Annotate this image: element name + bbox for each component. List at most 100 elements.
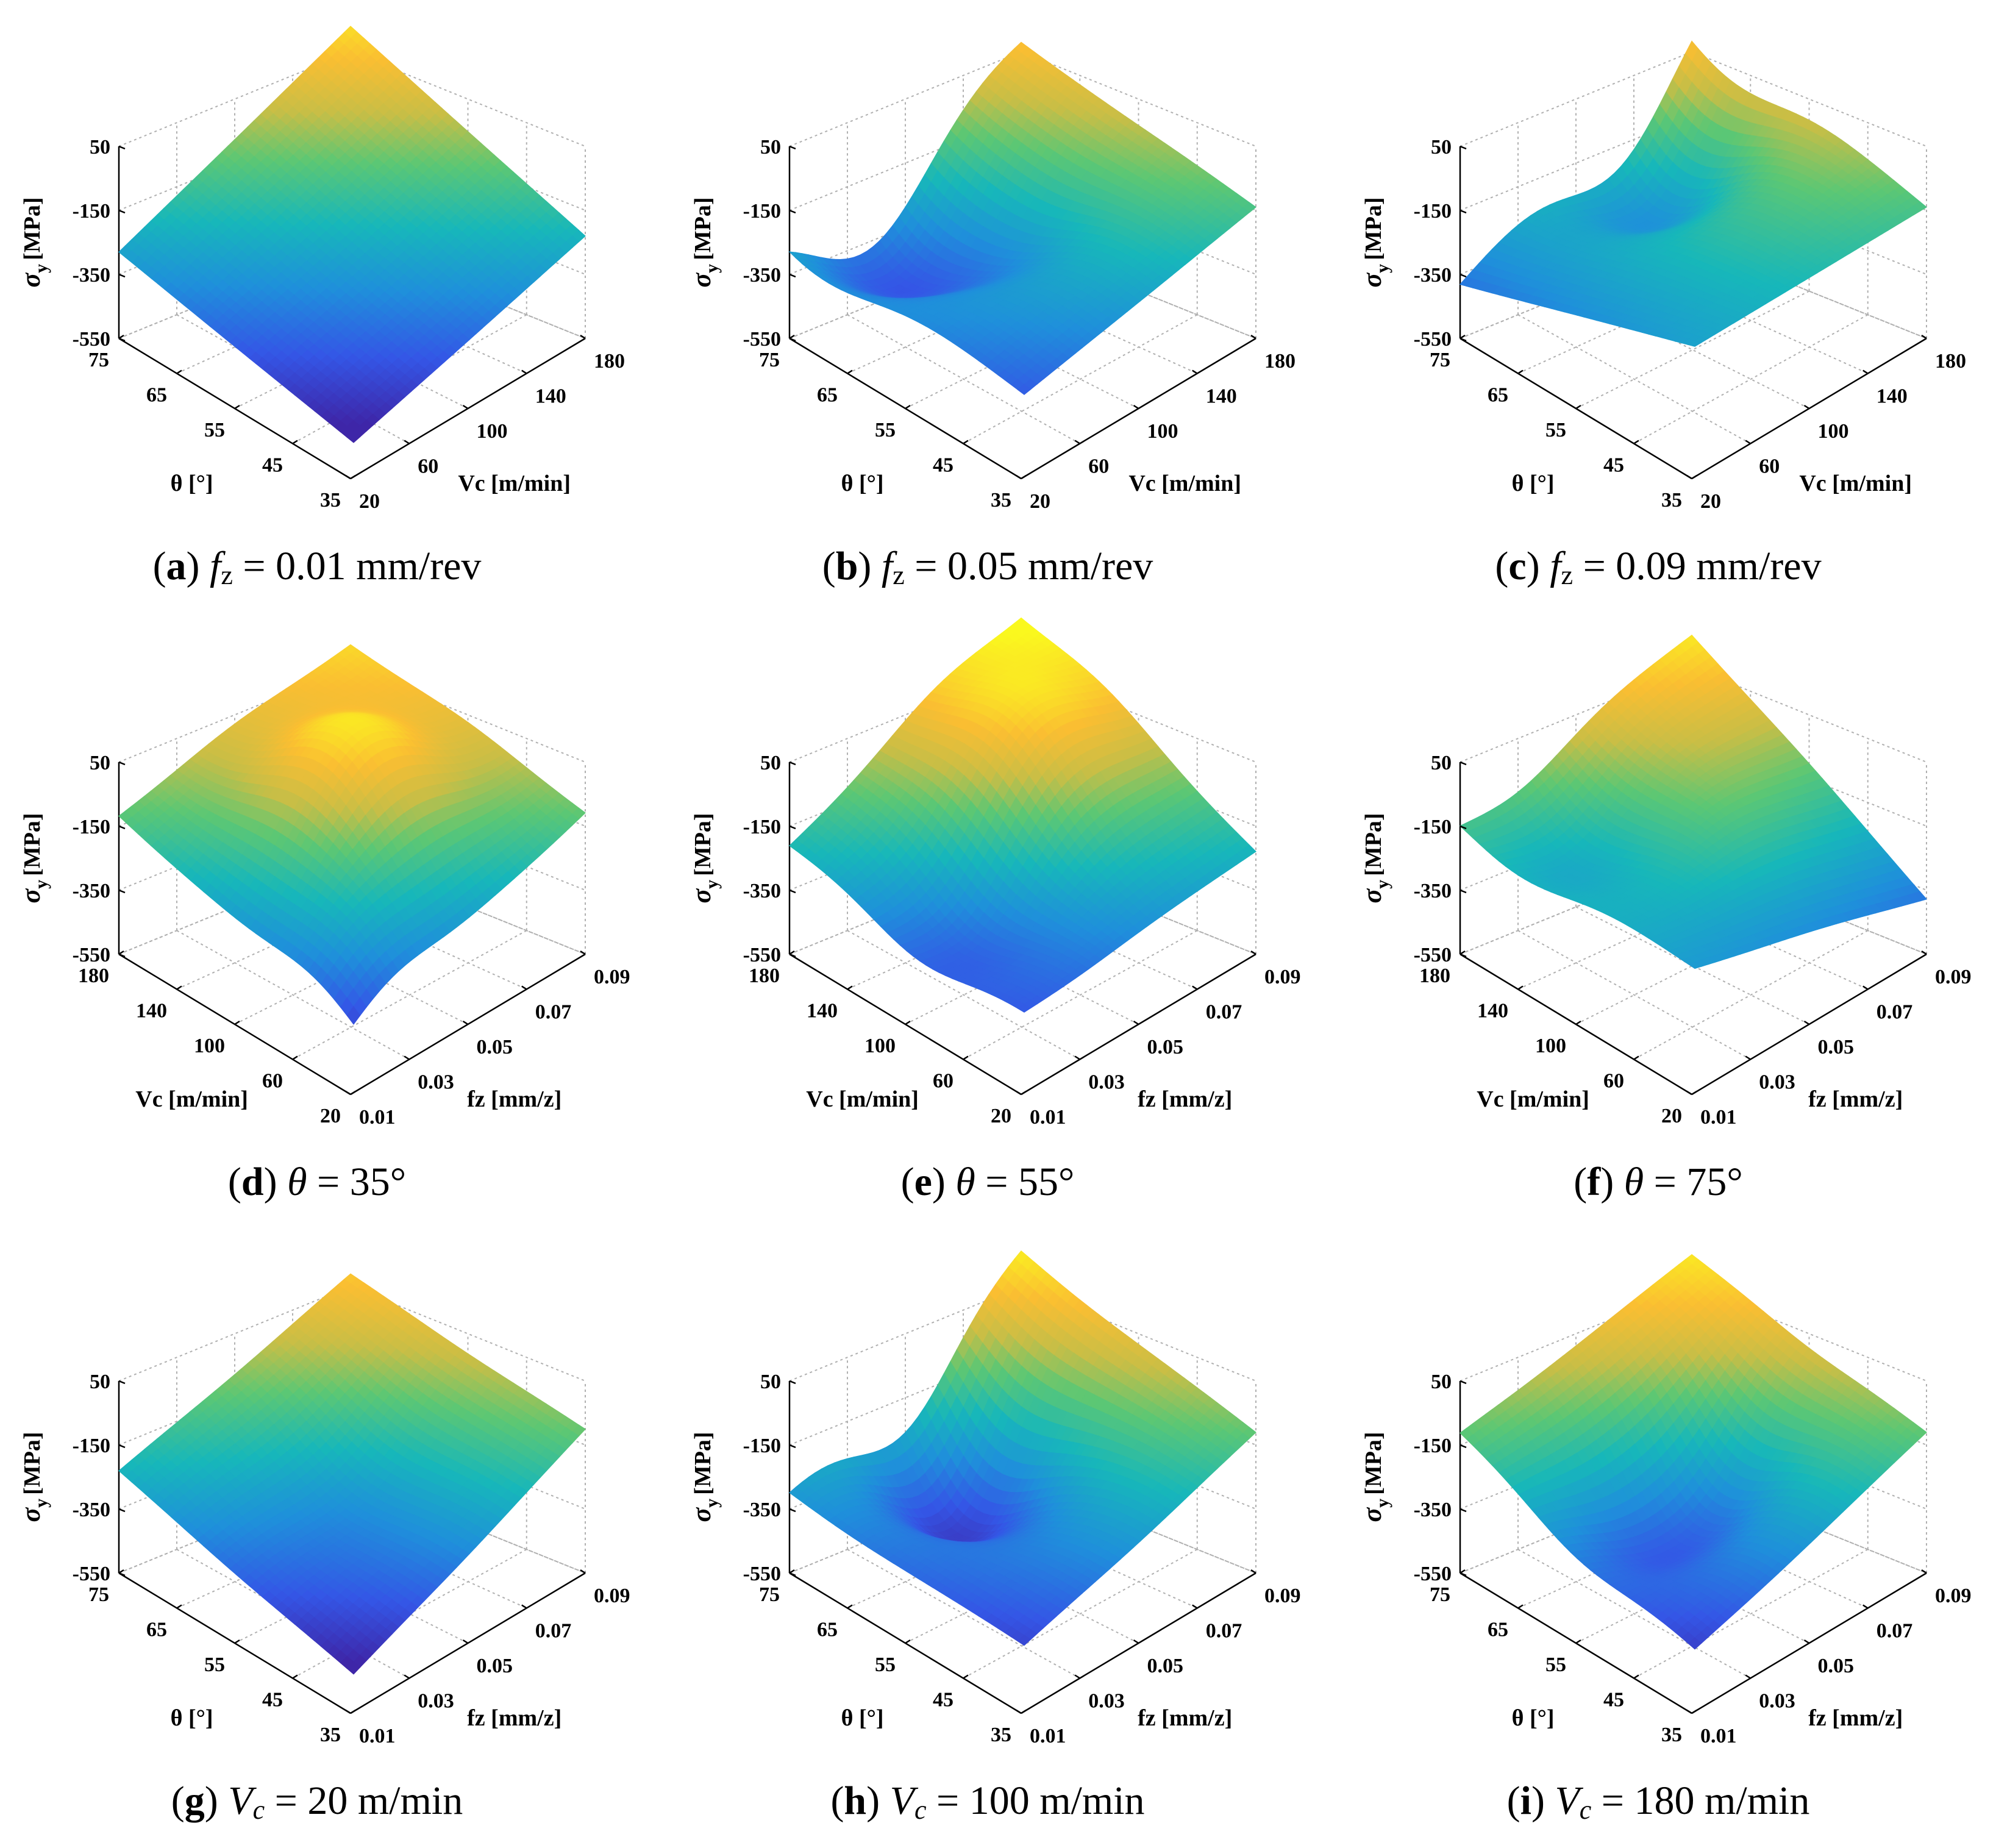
right-tick-label: 100 — [477, 420, 508, 443]
grid-line — [118, 51, 586, 147]
left-axis-label: θ [°] — [1512, 471, 1555, 496]
right-tick-mark — [1803, 404, 1810, 410]
left-tick-label: 75 — [88, 349, 109, 371]
caption-paren: ( — [822, 544, 836, 588]
surface — [118, 644, 586, 1025]
panel-caption: (b) fz = 0.05 mm/rev — [822, 544, 1153, 590]
z-tick-label: -550 — [73, 328, 110, 351]
left-tick-mark — [234, 404, 240, 410]
right-tick-label: 20 — [1030, 490, 1050, 513]
left-tick-label: 55 — [875, 419, 896, 441]
left-tick-label: 55 — [204, 419, 225, 441]
left-tick-label: 35 — [1661, 489, 1682, 512]
panel-caption: (c) fz = 0.09 mm/rev — [1495, 544, 1821, 590]
left-tick-label: 65 — [146, 384, 167, 407]
z-tick-mark — [789, 209, 796, 214]
z-tick-label: 50 — [90, 136, 110, 159]
left-tick-label: 75 — [1430, 349, 1450, 371]
z-label-sub: y — [1372, 264, 1392, 273]
z-label-unit: [MPa] — [20, 197, 45, 260]
left-tick-mark — [1633, 440, 1639, 444]
left-tick-mark — [350, 474, 356, 480]
panel-caption: (a) fz = 0.01 mm/rev — [153, 544, 482, 590]
caption-subscript: z — [221, 560, 233, 590]
z-tick-label: -350 — [73, 264, 110, 287]
left-tick-label: 65 — [817, 384, 838, 407]
surface — [1459, 40, 1928, 347]
right-tick-label: 140 — [535, 385, 566, 408]
z-tick-label: 50 — [760, 136, 781, 159]
caption-letter: b — [836, 544, 858, 588]
caption-subscript: z — [893, 560, 905, 590]
z-tick-mark — [789, 273, 796, 278]
z-tick-label: -350 — [743, 264, 781, 287]
right-axis-label: Vc [m/min] — [1128, 471, 1241, 496]
caption-paren: ( — [153, 544, 166, 588]
z-tick-mark — [1460, 209, 1467, 214]
surface — [788, 41, 1256, 395]
z-label-sub: y — [31, 264, 51, 273]
z-tick-mark — [789, 145, 796, 150]
caption-text: = 0.09 mm/rev — [1573, 544, 1822, 588]
right-tick-label: 180 — [594, 350, 625, 373]
caption-text: = 0.01 mm/rev — [233, 544, 482, 588]
z-label-symbol: σ — [686, 273, 716, 288]
right-tick-label: 60 — [1759, 455, 1780, 478]
left-tick-label: 65 — [1488, 384, 1508, 407]
right-axis-label: Vc [m/min] — [1799, 471, 1912, 496]
right-tick-label: 140 — [1206, 385, 1237, 408]
left-tick-label: 45 — [262, 454, 283, 477]
z-label-symbol: σ — [16, 273, 46, 288]
left-tick-label: 35 — [991, 489, 1011, 512]
z-label-symbol: σ — [1357, 273, 1387, 288]
caption-letter: c — [1508, 544, 1526, 588]
left-axis-label: θ [°] — [171, 471, 213, 496]
z-label-unit: [MPa] — [690, 197, 716, 260]
right-tick-mark — [462, 404, 469, 410]
left-tick-mark — [905, 404, 911, 410]
right-tick-label: 20 — [359, 490, 380, 513]
z-axis-label: σy [MPa] — [1357, 197, 1392, 287]
z-axis-label: σy[MPa] — [686, 197, 722, 287]
left-tick-mark — [292, 440, 298, 444]
left-tick-mark — [1575, 404, 1581, 410]
right-tick-mark — [404, 440, 410, 444]
z-tick-label: -150 — [743, 200, 781, 223]
z-tick-mark — [118, 273, 126, 278]
z-tick-mark — [118, 209, 126, 214]
left-tick-label: 45 — [933, 454, 953, 477]
right-tick-label: 60 — [1088, 455, 1109, 478]
right-tick-mark — [1074, 440, 1080, 444]
right-tick-mark — [1686, 474, 1692, 480]
z-tick-label: -150 — [73, 200, 110, 223]
z-tick-mark — [1460, 273, 1467, 278]
caption-paren: ) — [1527, 544, 1550, 588]
right-tick-label: 20 — [1700, 490, 1721, 513]
left-tick-mark — [963, 440, 969, 444]
z-tick-label: -150 — [1414, 200, 1452, 223]
z-tick-label: 50 — [1431, 136, 1452, 159]
caption-subscript: z — [1561, 560, 1574, 590]
z-axis-label: σy [MPa] — [16, 197, 51, 287]
z-tick-label: -350 — [1414, 264, 1452, 287]
right-tick-label: 100 — [1818, 420, 1849, 443]
right-tick-mark — [1133, 404, 1139, 410]
right-tick-label: 180 — [1264, 350, 1296, 373]
z-tick-mark — [118, 145, 126, 150]
right-axis-label: Vc [m/min] — [458, 471, 571, 496]
right-tick-mark — [1745, 440, 1751, 444]
left-tick-label: 45 — [1603, 454, 1624, 477]
caption-paren: ) — [187, 544, 210, 588]
left-tick-mark — [1691, 474, 1697, 480]
surface — [118, 26, 586, 443]
right-tick-label: 100 — [1147, 420, 1178, 443]
right-tick-label: 60 — [418, 455, 438, 478]
z-label-unit: [MPa] — [1361, 197, 1386, 260]
z-tick-label: -550 — [743, 328, 781, 351]
caption-paren: ( — [1495, 544, 1508, 588]
caption-paren: ) — [858, 544, 881, 588]
